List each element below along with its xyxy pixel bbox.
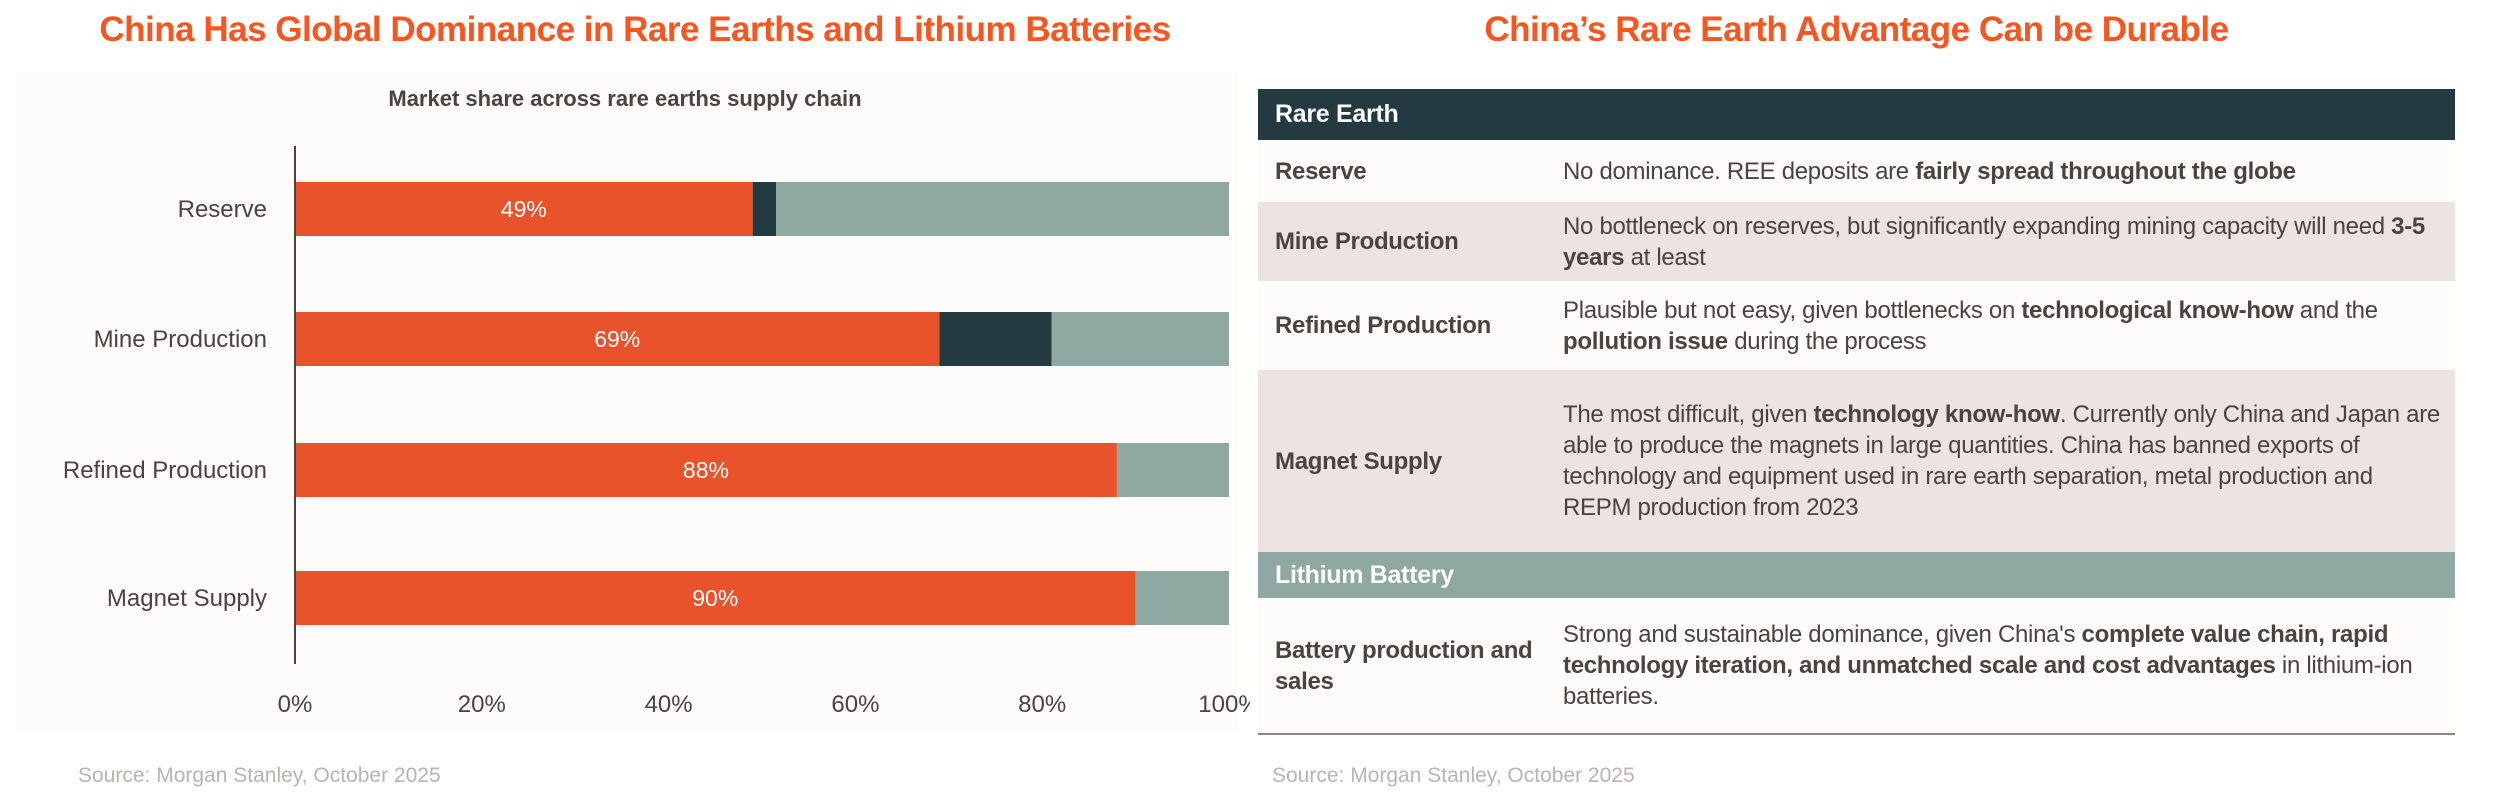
bar-segment-1: [295, 443, 1117, 497]
row-desc: No bottleneck on reserves, but significa…: [1559, 202, 2455, 281]
x-tick-label: 40%: [645, 691, 693, 718]
text: No bottleneck on reserves, but significa…: [1563, 212, 2392, 240]
emphasis-text: complete value chain, rapid technology i…: [1563, 621, 2389, 679]
section-header-rare-earth: Rare Earth: [1258, 89, 2455, 140]
category-label: Refined Production: [63, 457, 267, 484]
category-label: Magnet Supply: [107, 585, 267, 612]
bar-segment-3: [776, 182, 1229, 236]
emphasis-text: 3-5 years: [1563, 212, 2425, 271]
row-desc: Strong and sustainable dominance, given …: [1559, 598, 2455, 733]
x-tick-label: 80%: [1018, 691, 1066, 718]
right-title: China’s Rare Earth Advantage Can be Dura…: [1484, 10, 2229, 49]
text: Plausible but not easy, given bottleneck…: [1563, 296, 2022, 324]
row-desc: Plausible but not easy, given bottleneck…: [1559, 281, 2455, 370]
data-label: 49%: [501, 196, 547, 222]
bar-segment-3: [1135, 571, 1229, 625]
x-tick-label: 0%: [278, 691, 313, 718]
text: during the process: [1727, 327, 1927, 355]
advantage-table: Rare Earth Reserve No dominance. REE depo…: [1258, 89, 2455, 733]
text: at least: [1624, 243, 1706, 271]
table-row: Mine Production No bottleneck on reserves…: [1258, 202, 2455, 281]
x-tick-label: 20%: [458, 691, 506, 718]
bar-segment-1: [295, 182, 753, 236]
table-row: Battery production and sales Strong and s…: [1258, 598, 2455, 733]
emphasis-text: pollution issue: [1563, 327, 1728, 355]
row-label: Reserve: [1275, 157, 1367, 185]
row-label: Battery production and sales: [1275, 636, 1533, 695]
data-label: 90%: [692, 585, 738, 611]
left-source: Source: Morgan Stanley, October 2025: [78, 764, 441, 787]
text: in lithium-ion batteries.: [1563, 652, 2413, 710]
emphasis-text: technology know-how: [1813, 401, 2061, 428]
bar-chart: 49% Reserve 69% Mine Production 88% Refined P…: [63, 146, 1250, 718]
x-tick-label: 60%: [831, 691, 879, 718]
x-tick-label: 100%: [1198, 691, 1250, 718]
bar-segment-1: [295, 312, 940, 366]
data-label: 88%: [683, 457, 729, 483]
bar-segment-2: [939, 312, 1052, 366]
table-bottom-rule: [1258, 733, 2455, 735]
row-label: Refined Production: [1275, 312, 1491, 339]
bar-segment-3: [1051, 312, 1229, 366]
row-desc: The most difficult, given technology kno…: [1559, 370, 2455, 552]
left-title: China Has Global Dominance in Rare Earth…: [99, 10, 1171, 49]
text: . Currently only China and Japan are abl…: [1563, 401, 2440, 521]
row-label: Mine Production: [1275, 228, 1459, 255]
section-header-lithium-battery: Lithium Battery: [1258, 552, 2455, 598]
text: Strong and sustainable dominance, given …: [1563, 621, 2082, 648]
row-label: Magnet Supply: [1275, 447, 1442, 475]
category-label: Mine Production: [94, 326, 267, 353]
text: No dominance. REE deposits are: [1563, 157, 1916, 185]
chart-title: Market share across rare earths supply c…: [388, 86, 862, 111]
text: and the: [2293, 296, 2378, 324]
table-row: Refined Production Plausible but not easy…: [1258, 281, 2455, 370]
emphasis-text: fairly spread throughout the globe: [1915, 157, 2296, 185]
table-row: Magnet Supply The most difficult, given t…: [1258, 370, 2455, 552]
bar-segment-1: [295, 571, 1136, 625]
bar-segment-3: [1116, 443, 1229, 497]
category-label: Reserve: [178, 196, 267, 223]
text: The most difficult, given: [1563, 401, 1814, 428]
data-label: 69%: [594, 326, 640, 352]
right-source: Source: Morgan Stanley, October 2025: [1272, 764, 1635, 787]
emphasis-text: technological know-how: [2021, 296, 2294, 324]
row-desc: No dominance. REE deposits are fairly sp…: [1559, 140, 2455, 202]
table-row: Reserve No dominance. REE deposits are fa…: [1258, 140, 2455, 202]
bar-segment-2: [752, 182, 777, 236]
